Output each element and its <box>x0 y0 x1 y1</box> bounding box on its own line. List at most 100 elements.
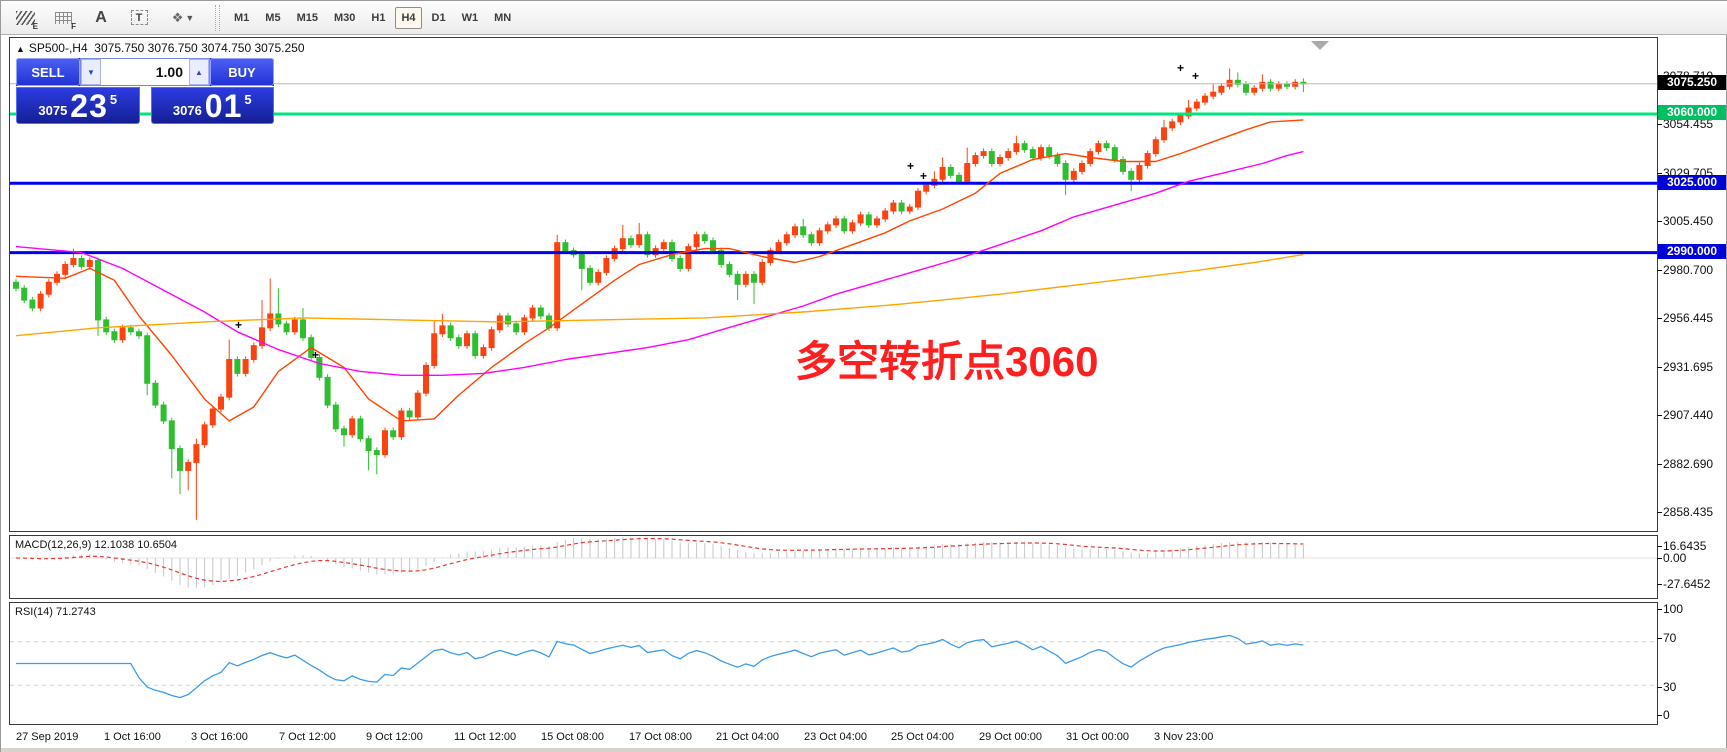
grid-glyph <box>54 11 72 24</box>
bid-sup-digit: 5 <box>109 92 118 107</box>
letter-a-glyph: A <box>95 8 107 26</box>
ma-slow-line <box>15 253 1304 337</box>
indicators-pattern-icon[interactable]: E <box>11 5 39 31</box>
textbox-icon[interactable]: T <box>125 5 153 31</box>
grid-letter: F <box>71 21 76 31</box>
volume-decrease-button[interactable]: ▼ <box>81 59 101 85</box>
chinese-annotation-text: 多空转折点3060 <box>795 338 1099 385</box>
buy-button[interactable]: BUY <box>210 58 274 86</box>
ma-fast-line <box>15 119 1304 422</box>
tf-button-M5[interactable]: M5 <box>265 11 281 24</box>
time-axis-label: 29 Oct 00:00 <box>979 731 1042 743</box>
ask-quote-button[interactable]: 3076 01 5 <box>150 87 274 124</box>
tf-button-W1[interactable]: W1 <box>461 11 479 24</box>
ask-sup-digit: 5 <box>244 92 252 107</box>
price-badge-2990.000: 2990.000 <box>1658 244 1726 260</box>
time-axis[interactable]: 27 Sep 2019 1 Oct 16:00 3 Oct 16:00 7 Oct 1… <box>9 728 1658 748</box>
tf-button-MN[interactable]: MN <box>494 11 512 24</box>
main-chart-canvas[interactable]: + + + + + + <box>10 38 1657 531</box>
price-tick-mark <box>1657 123 1662 125</box>
macd-indicator-pane[interactable]: MACD(12,26,9) 12.1038 10.6504 <box>9 535 1658 599</box>
price-tick-mark <box>1657 220 1662 222</box>
time-axis-label: 27 Sep 2019 <box>16 731 79 743</box>
macd-tick-mark <box>1657 546 1662 547</box>
tf-button-H4[interactable]: H4 <box>395 6 422 29</box>
price-tick-mark <box>1657 415 1662 417</box>
trade-plus-marker: + <box>907 159 914 173</box>
rsi-line <box>16 634 1304 699</box>
macd-tick-label: -27.6452 <box>1663 577 1711 591</box>
price-tick-label: 2882.690 <box>1663 457 1714 472</box>
macd-tick-mark <box>1657 584 1662 585</box>
bid-quote-button[interactable]: 3075 23 5 <box>16 87 140 124</box>
time-axis-label: 7 Oct 12:00 <box>279 731 336 743</box>
tf-button-M30[interactable]: M30 <box>333 11 356 24</box>
chart-shift-marker-icon[interactable] <box>1311 41 1329 50</box>
objects-dropdown-icon[interactable]: ❖ ▼ <box>163 5 203 31</box>
macd-tick-label: 16.6435 <box>1663 539 1707 553</box>
tf-button-M15[interactable]: M15 <box>296 11 318 24</box>
price-tick-mark <box>1657 318 1662 320</box>
rsi-tick-label: 30 <box>1663 680 1677 694</box>
time-axis-label: 21 Oct 04:00 <box>716 731 779 743</box>
hatch-glyph <box>15 10 35 25</box>
rsi-tick-mark <box>1657 687 1662 688</box>
rsi-indicator-pane[interactable]: RSI(14) 71.2743 <box>9 602 1658 725</box>
trade-plus-marker: + <box>1192 69 1199 83</box>
chart-title[interactable]: ▲ SP500-,H4 3075.750 3076.750 3074.750 30… <box>16 41 305 55</box>
price-tick-label: 3005.450 <box>1663 213 1714 228</box>
price-tick-mark <box>1657 512 1662 514</box>
rsi-tick-mark <box>1657 715 1662 716</box>
sell-button[interactable]: SELL <box>16 58 80 86</box>
letter-t-glyph: T <box>130 10 148 25</box>
time-axis-label: 15 Oct 08:00 <box>541 731 604 743</box>
trade-plus-marker: + <box>1177 61 1184 75</box>
window-bottom-edge <box>1 748 1727 752</box>
trade-plus-marker: + <box>920 169 927 183</box>
time-axis-label: 17 Oct 08:00 <box>629 731 692 743</box>
price-tick-mark <box>1657 270 1662 271</box>
tf-button-H1[interactable]: H1 <box>371 11 386 24</box>
bid-big-digits: 23 <box>70 88 108 124</box>
timeframe-group: M1 M5 M15 M30 H1 H4 D1 W1 MN <box>228 6 517 29</box>
time-axis-label: 23 Oct 04:00 <box>804 731 867 743</box>
trade-panel-quotes-row: 3075 23 5 3076 01 5 <box>16 87 274 124</box>
rsi-canvas[interactable] <box>10 603 1657 724</box>
macd-canvas[interactable] <box>10 536 1657 598</box>
symbol-period-label: SP500-,H4 <box>28 41 88 55</box>
rsi-tick-mark <box>1657 638 1662 639</box>
price-badge-3060.000: 3060.000 <box>1658 105 1726 121</box>
text-label-icon[interactable]: A <box>87 5 115 31</box>
ohlc-values-label: 3075.750 3076.750 3074.750 3075.250 <box>94 41 305 55</box>
price-tick-label: 2980.700 <box>1663 263 1714 277</box>
macd-tick-mark <box>1657 558 1662 559</box>
one-click-trade-panel: SELL ▼ ▲ BUY 3075 23 5 3076 01 5 <box>16 58 274 124</box>
volume-input[interactable] <box>101 59 189 85</box>
macd-signal-line <box>15 537 1304 583</box>
trade-plus-marker: + <box>235 318 242 332</box>
time-axis-label: 9 Oct 12:00 <box>366 731 423 743</box>
trade-plus-marker: + <box>312 348 319 362</box>
time-axis-label: 31 Oct 00:00 <box>1066 731 1129 743</box>
main-chart-pane[interactable]: ▲ SP500-,H4 3075.750 3076.750 3074.750 30… <box>9 37 1658 532</box>
ask-prefix: 3076 <box>172 103 202 118</box>
grid-tool-icon[interactable]: F <box>49 5 77 31</box>
volume-increase-button[interactable]: ▲ <box>189 59 209 85</box>
macd-tick-label: 0.00 <box>1663 551 1687 565</box>
rsi-tick-label: 0 <box>1663 708 1670 722</box>
chevron-down-icon: ▼ <box>185 12 195 23</box>
collapse-arrow-icon[interactable]: ▲ <box>16 44 25 54</box>
rsi-label: RSI(14) 71.2743 <box>15 606 96 618</box>
price-tick-label: 2956.445 <box>1663 311 1714 326</box>
tf-button-D1[interactable]: D1 <box>431 11 446 24</box>
ma-mid-line <box>15 150 1304 376</box>
bid-prefix: 3075 <box>38 103 68 118</box>
tf-button-M1[interactable]: M1 <box>234 11 250 24</box>
top-toolbar: E F A T ❖ ▼ M1 M5 M15 M30 H1 H4 D1 W1 MN <box>1 1 1727 35</box>
toolbar-separator <box>215 4 220 31</box>
rsi-tick-label: 70 <box>1663 631 1677 645</box>
price-tick-label: 2858.435 <box>1663 505 1714 520</box>
price-badge-3025.000: 3025.000 <box>1658 174 1726 190</box>
volume-spinner: ▼ ▲ <box>80 58 210 86</box>
